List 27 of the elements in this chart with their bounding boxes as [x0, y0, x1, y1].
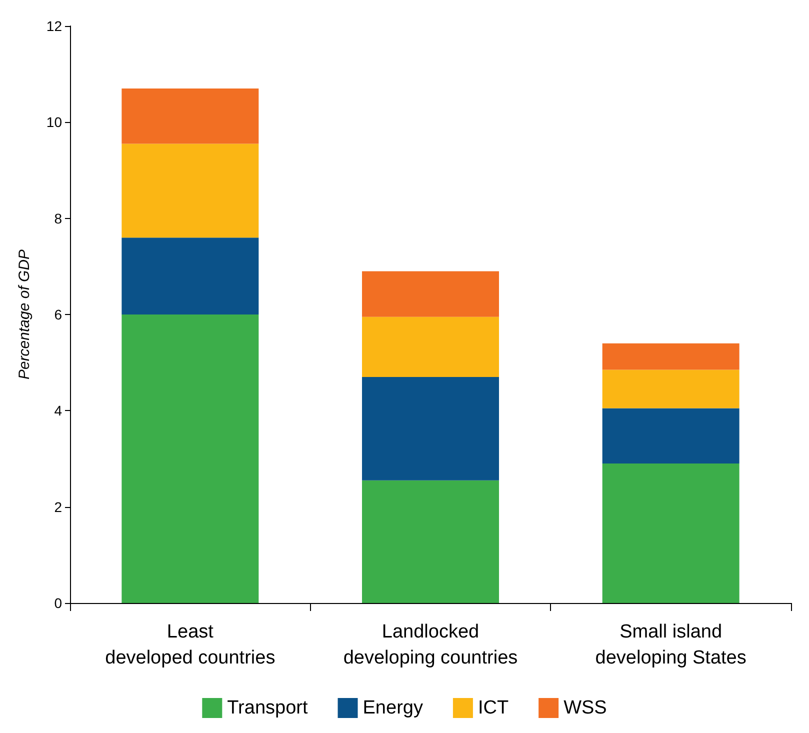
legend-label: ICT — [478, 698, 509, 718]
x-tick-label: Landlocked developing countries — [343, 622, 518, 668]
y-tick-label: 12 — [46, 18, 62, 34]
y-tick-label: 8 — [54, 210, 62, 226]
bar — [602, 464, 740, 603]
y-tick-label: 2 — [54, 498, 62, 515]
y-tick-label: 4 — [54, 402, 62, 419]
bar — [122, 144, 259, 238]
x-tick-label: Small island developing States — [595, 622, 746, 668]
bar — [362, 377, 499, 480]
legend-label: Transport — [227, 698, 308, 718]
bar — [362, 480, 499, 603]
x-tick-label: Least developed countries — [105, 622, 276, 668]
y-tick-label: 0 — [54, 595, 62, 611]
bar — [122, 238, 259, 314]
bar — [602, 343, 740, 370]
y-tick-label: 6 — [54, 306, 62, 322]
bar — [602, 370, 740, 408]
bar — [362, 271, 499, 317]
legend-label: WSS — [564, 698, 607, 718]
bar — [602, 408, 740, 464]
bar — [362, 316, 499, 378]
y-tick-label: 10 — [46, 114, 62, 130]
bar — [122, 88, 259, 144]
y-axis-title: Percentage of GDP — [16, 249, 33, 380]
legend-label: Energy — [362, 698, 424, 718]
bar — [122, 314, 259, 603]
